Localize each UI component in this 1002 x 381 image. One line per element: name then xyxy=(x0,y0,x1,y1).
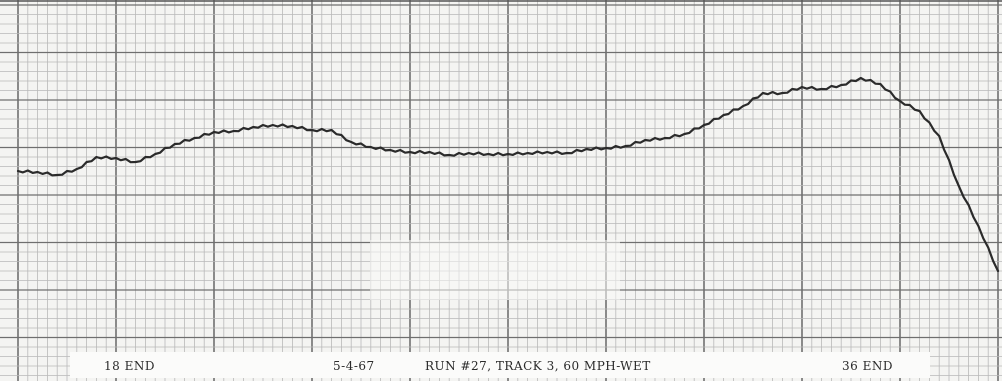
data-point xyxy=(507,153,509,155)
data-point xyxy=(546,151,549,153)
data-point xyxy=(938,135,941,137)
data-point xyxy=(409,151,411,153)
data-point xyxy=(820,88,823,90)
data-point xyxy=(271,124,274,126)
data-point xyxy=(801,86,803,88)
data-point xyxy=(213,131,215,133)
data-point xyxy=(389,149,392,151)
data-point xyxy=(467,152,470,154)
data-point xyxy=(448,154,451,156)
trace-layer xyxy=(16,76,1000,273)
data-point xyxy=(840,84,843,86)
data-point xyxy=(605,147,607,149)
data-point xyxy=(703,124,705,126)
data-point xyxy=(644,139,647,141)
run-description-label: RUN #27, TRACK 3, 60 MPH-WET xyxy=(425,359,651,373)
data-point xyxy=(899,100,901,102)
data-point xyxy=(291,125,294,127)
left-end-marker: 18 END xyxy=(104,359,155,373)
data-point xyxy=(95,156,98,158)
data-point xyxy=(232,130,235,132)
data-point xyxy=(369,146,372,148)
data-point xyxy=(56,174,59,176)
data-point xyxy=(781,92,784,94)
data-point xyxy=(428,151,431,153)
right-end-marker: 36 END xyxy=(842,359,893,373)
data-point xyxy=(173,143,176,145)
data-point xyxy=(761,92,764,94)
data-point xyxy=(252,126,255,128)
data-point xyxy=(683,133,686,135)
data-point xyxy=(487,153,490,155)
run-date-label: 5-4-67 xyxy=(333,359,375,373)
data-point xyxy=(311,129,313,131)
data-point xyxy=(879,83,882,85)
data-point xyxy=(918,110,921,112)
data-point xyxy=(75,168,78,170)
data-point xyxy=(17,170,19,172)
data-point xyxy=(859,77,862,79)
data-point xyxy=(585,148,588,150)
caption-strip xyxy=(70,352,930,378)
data-point xyxy=(115,157,117,159)
data-point xyxy=(154,153,157,155)
data-point xyxy=(330,129,333,131)
data-point xyxy=(134,161,137,163)
data-point xyxy=(722,114,725,116)
data-point xyxy=(977,225,980,227)
data-point xyxy=(663,137,666,139)
data-point xyxy=(997,270,999,272)
data-point xyxy=(565,152,568,154)
data-point xyxy=(36,171,39,173)
data-point xyxy=(742,105,745,107)
paper-faded-patch xyxy=(370,240,620,300)
data-point xyxy=(624,145,627,147)
data-point xyxy=(957,185,960,187)
data-point xyxy=(350,141,353,143)
data-point xyxy=(526,152,529,154)
data-point xyxy=(193,137,196,139)
